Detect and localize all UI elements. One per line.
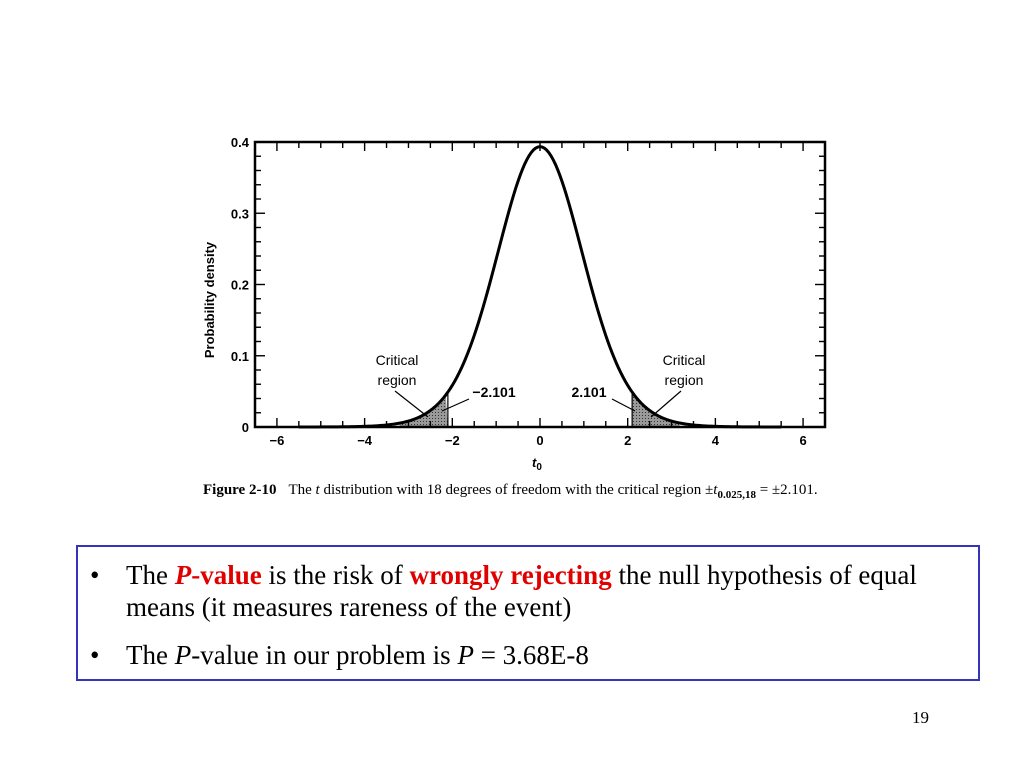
- b2-the: The: [126, 640, 175, 670]
- left-value-leader: [441, 398, 470, 412]
- key-points-box: • The P-value is the risk of wrongly rej…: [76, 545, 980, 681]
- b2-mid: -value in our problem is: [191, 640, 458, 670]
- y-tick-label: 0.4: [231, 135, 250, 150]
- b1-p: P: [174, 560, 192, 590]
- left-region-arrow: [394, 390, 429, 418]
- y-tick-label: 0.2: [231, 278, 249, 293]
- x-tick-label: −6: [270, 433, 285, 448]
- left-critical-value: −2.101: [472, 384, 515, 400]
- left-region-label-line2: region: [378, 372, 417, 388]
- caption-t2: t: [713, 482, 718, 498]
- x-tick-label: 2: [624, 433, 631, 448]
- b2-p: P: [174, 640, 192, 670]
- x-tick-label: −4: [357, 433, 373, 448]
- bullet-dot: •: [90, 640, 100, 670]
- left-region-label-line1: Critical: [376, 352, 419, 368]
- y-axis-title: Probability density: [202, 241, 217, 358]
- x-axis-title: t0: [532, 455, 542, 473]
- bullet-text: The P-value in our problem is P = 3.68E-…: [126, 639, 970, 671]
- b1-rest: the null hypothesis of equal means (it m…: [126, 560, 917, 622]
- caption-text-2: distribution with 18 degrees of freedom …: [319, 482, 714, 498]
- b1-wrongly-rejecting: wrongly rejecting: [409, 560, 612, 590]
- plot-frame: [253, 140, 827, 429]
- t-distribution-chart: −6 −4 −2 0 2 4 6 0 0.1 0.2 0.3 0.4 Probability dens…: [202, 135, 827, 473]
- caption-subscript: 0.025,18: [717, 489, 756, 501]
- right-critical-region: [632, 392, 681, 427]
- caption-text-3: = ±2.101.: [755, 482, 818, 498]
- x-tick-label: 4: [712, 433, 720, 448]
- bullet-text: The P-value is the risk of wrongly rejec…: [126, 559, 970, 623]
- right-region-label-line2: region: [665, 372, 704, 388]
- b2-p2: P: [457, 640, 474, 670]
- left-critical-region: [399, 395, 448, 427]
- y-tick-label: 0: [242, 420, 249, 435]
- right-region-label-line1: Critical: [663, 352, 706, 368]
- y-tick-label: 0.1: [231, 349, 249, 364]
- page-number: 19: [912, 708, 929, 727]
- right-region-arrow: [650, 390, 682, 418]
- x-axis-title-sub: 0: [536, 462, 542, 473]
- b1-value: -value: [191, 560, 262, 590]
- x-axis-title-main: t: [532, 455, 537, 470]
- y-tick-label: 0.3: [231, 206, 249, 221]
- figure-number: Figure 2-10: [203, 482, 277, 498]
- right-critical-value: 2.101: [571, 384, 606, 400]
- right-value-leader: [611, 398, 636, 412]
- b1-the: The: [126, 560, 175, 590]
- plot-area: −6 −4 −2 0 2 4 6 0 0.1 0.2 0.3 0.4: [231, 135, 827, 448]
- density-curve: [298, 145, 782, 429]
- x-tick-label: 0: [536, 433, 543, 448]
- b1-mid: is the risk of: [261, 560, 410, 590]
- figure-caption: Figure 2-10 The t distribution with 18 de…: [203, 480, 843, 506]
- b2-rest: = 3.68E-8: [473, 640, 589, 670]
- x-tick-label: −2: [445, 433, 460, 448]
- bullet-dot: •: [90, 560, 100, 590]
- caption-t: t: [315, 482, 320, 498]
- x-tick-label: 6: [799, 433, 806, 448]
- caption-text-1: The: [288, 482, 316, 498]
